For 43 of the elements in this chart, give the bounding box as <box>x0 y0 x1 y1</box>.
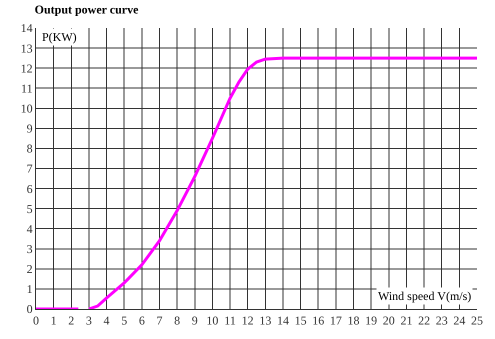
x-tick-label: 2 <box>68 313 74 328</box>
x-tick-label: 14 <box>276 313 289 328</box>
y-tick-label: 12 <box>20 61 33 76</box>
y-tick-label: 2 <box>26 262 33 276</box>
y-tick-label: 14 <box>20 21 33 36</box>
x-tick-label: 25 <box>471 313 483 328</box>
y-tick-label: 6 <box>26 182 33 196</box>
x-tick-label: 6 <box>138 313 145 328</box>
x-axis-title: Wind speed V(m/s) <box>378 289 472 303</box>
y-tick-label: 9 <box>26 122 33 136</box>
x-tick-label: 24 <box>453 313 466 328</box>
x-tick-label: 11 <box>224 313 236 328</box>
x-tick-label: 12 <box>242 313 254 328</box>
x-tick-label: 22 <box>418 313 430 328</box>
y-tick-label: 10 <box>20 101 33 116</box>
x-tick-label: 1 <box>50 313 57 328</box>
x-tick-label: 3 <box>86 313 92 328</box>
y-tick-label: 8 <box>26 142 33 156</box>
x-tick-label: 21 <box>400 313 412 328</box>
y-tick-label: 0 <box>26 302 33 316</box>
y-axis-title: P(KW) <box>42 30 77 44</box>
x-tick-label: 19 <box>365 313 378 328</box>
y-tick-label: 4 <box>26 222 33 236</box>
y-tick-label: 5 <box>26 202 33 216</box>
x-tick-label: 18 <box>348 313 360 328</box>
x-tick-label: 4 <box>104 313 110 328</box>
chart-title: Output power curve <box>34 2 140 16</box>
x-tick-label: 7 <box>156 313 162 328</box>
y-tick-label: 13 <box>20 41 33 56</box>
x-tick-label: 13 <box>259 313 272 328</box>
x-tick-label: 23 <box>436 313 448 328</box>
x-tick-label: 10 <box>206 313 218 328</box>
y-tick-label: 7 <box>26 162 33 176</box>
x-tick-label: 8 <box>174 313 180 328</box>
y-tick-label: 1 <box>26 282 33 296</box>
x-tick-label: 20 <box>382 313 395 328</box>
y-tick-label: 3 <box>26 242 33 256</box>
x-tick-label: 9 <box>192 313 198 328</box>
x-tick-label: 15 <box>294 313 307 328</box>
x-tick-label: 17 <box>330 313 342 328</box>
x-tick-label: 16 <box>312 313 324 328</box>
y-tick-label: 11 <box>21 81 33 96</box>
x-tick-label: 5 <box>121 313 128 328</box>
